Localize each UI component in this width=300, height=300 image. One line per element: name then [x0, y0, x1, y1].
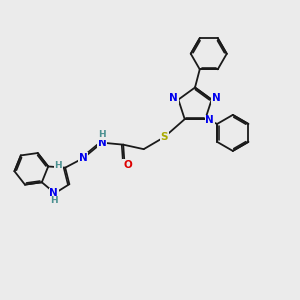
- Text: N: N: [98, 138, 106, 148]
- Text: O: O: [123, 160, 132, 170]
- Text: N: N: [49, 188, 58, 198]
- Text: N: N: [169, 93, 178, 103]
- Text: N: N: [79, 153, 88, 163]
- Text: H: H: [50, 196, 57, 205]
- Text: H: H: [98, 130, 106, 139]
- Text: N: N: [206, 116, 214, 125]
- Text: S: S: [160, 132, 168, 142]
- Text: N: N: [212, 93, 220, 103]
- Text: H: H: [54, 161, 62, 170]
